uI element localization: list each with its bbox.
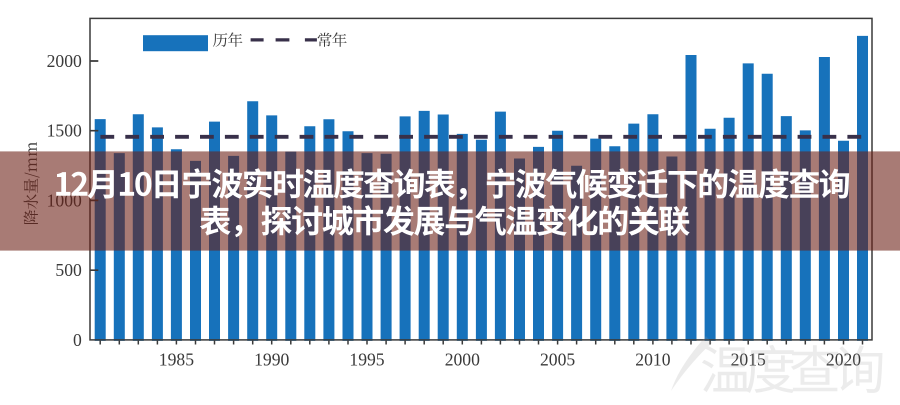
svg-text:0: 0 bbox=[73, 330, 82, 350]
svg-text:1990: 1990 bbox=[254, 350, 289, 370]
svg-text:2000: 2000 bbox=[445, 350, 480, 370]
svg-text:2000: 2000 bbox=[47, 51, 82, 71]
svg-text:500: 500 bbox=[55, 260, 82, 280]
svg-text:2015: 2015 bbox=[731, 350, 766, 370]
svg-text:2020: 2020 bbox=[826, 350, 861, 370]
svg-text:2010: 2010 bbox=[635, 350, 670, 370]
svg-text:1500: 1500 bbox=[47, 121, 82, 141]
svg-text:2005: 2005 bbox=[540, 350, 575, 370]
svg-text:1985: 1985 bbox=[159, 350, 194, 370]
svg-text:1995: 1995 bbox=[349, 350, 384, 370]
